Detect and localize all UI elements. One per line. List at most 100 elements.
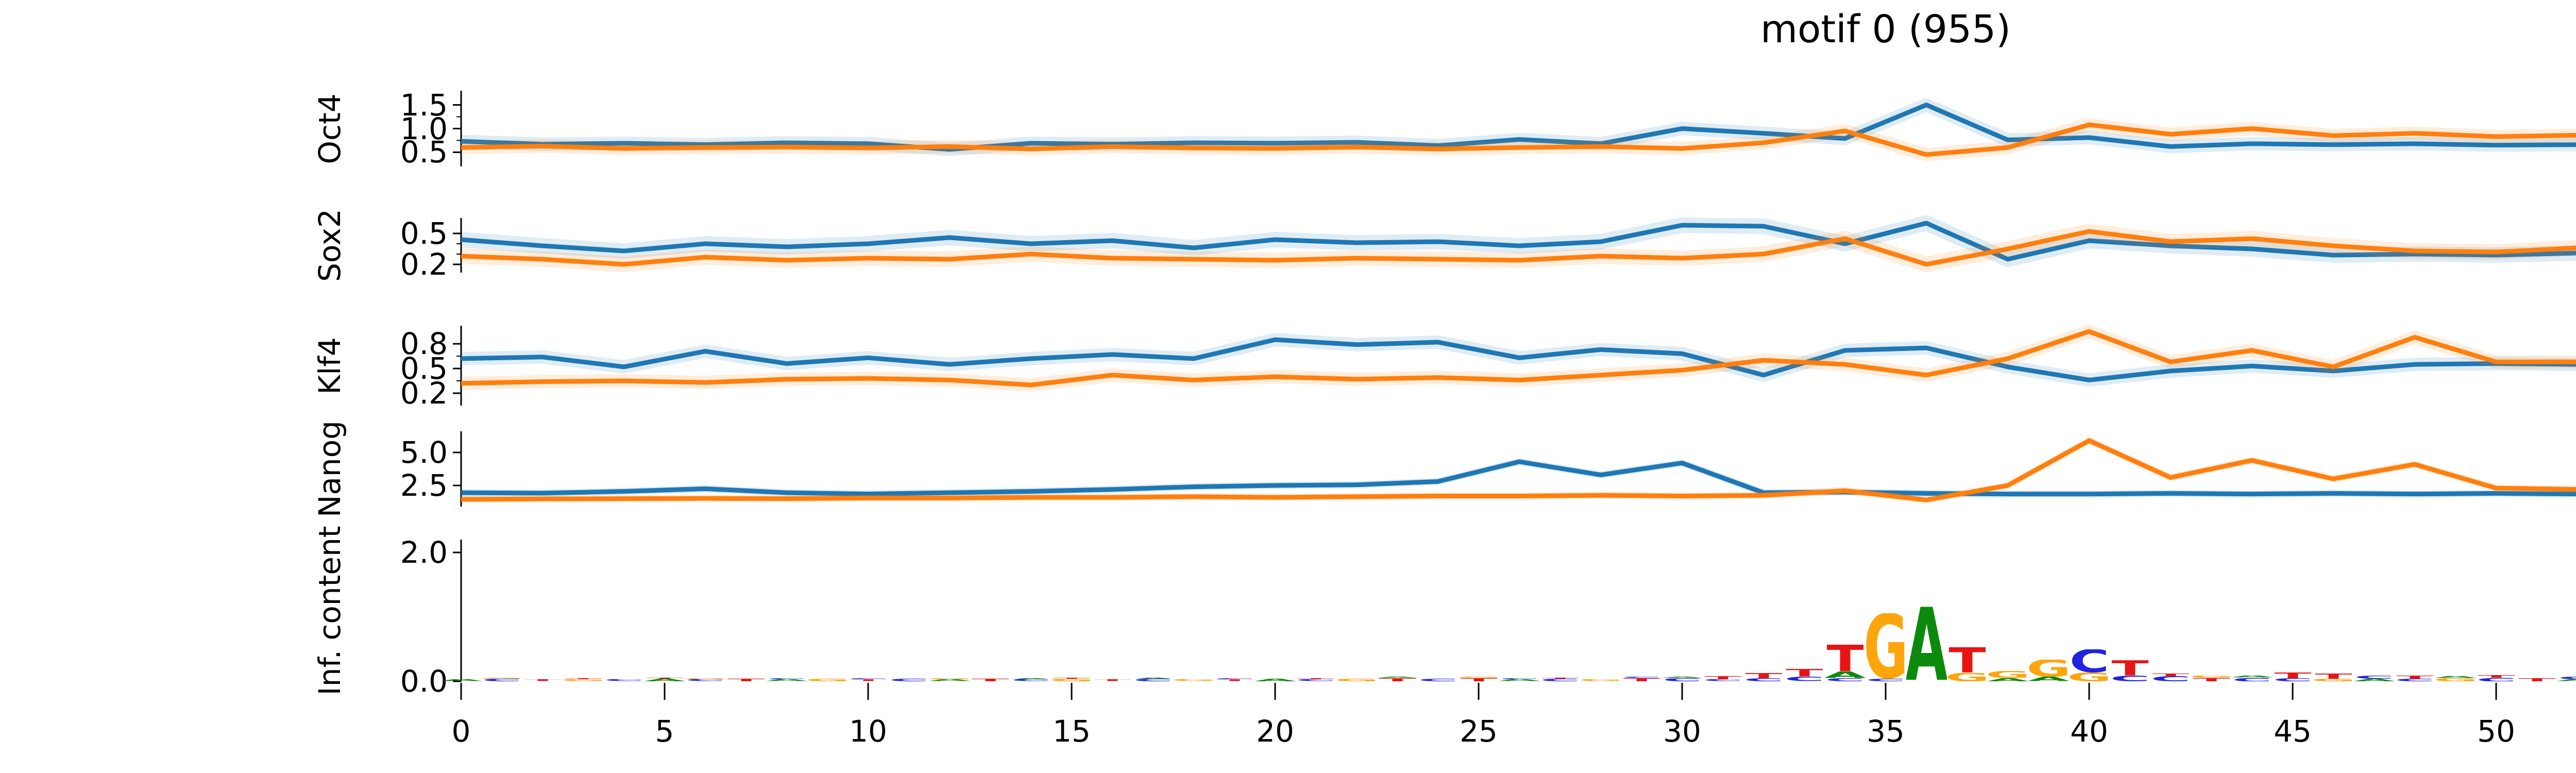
logo-letter-noise-25-G: G: [1459, 677, 1499, 678]
logo-letter-noise-6-G: G: [685, 678, 726, 680]
logo-letter-noise-19-C: C: [1214, 678, 1255, 680]
logo-letter-noise-20-A: A: [1255, 679, 1296, 681]
svg-text:C: C: [685, 679, 725, 681]
svg-text:A: A: [2232, 676, 2273, 678]
svg-text:G: G: [2313, 679, 2354, 681]
logo-letter-noise-10-T: T: [848, 679, 889, 681]
logo-letter-noise-9-G: G: [807, 679, 848, 681]
svg-text:T: T: [1460, 678, 1497, 681]
svg-text:A: A: [1255, 679, 1296, 681]
y-tick-label-klf4: 0.8: [400, 326, 448, 362]
logo-letter-noise-10-C: C: [848, 678, 889, 680]
x-tick-label: 5: [655, 714, 674, 749]
y-tick-label-nanog: 2.5: [400, 468, 448, 503]
svg-text:G: G: [2028, 660, 2069, 677]
svg-text:G: G: [1052, 679, 1092, 681]
logo-letter-motif-34-C: C: [1825, 678, 1866, 681]
svg-text:C: C: [1825, 678, 1865, 681]
y-tick-label-nanog: 5.0: [400, 434, 448, 470]
logo-letter-noise-25-T: T: [1459, 678, 1499, 681]
series-line-klf4-blue: [461, 337, 2576, 382]
svg-text:G: G: [1336, 679, 1377, 681]
svg-text:C: C: [604, 679, 644, 681]
logo-letter-motif-39-A: A: [2028, 677, 2069, 681]
svg-text:A: A: [1825, 671, 1866, 678]
svg-text:G: G: [929, 678, 970, 680]
logo-letter-motif-34-A: A: [1825, 671, 1866, 678]
svg-text:A: A: [2028, 677, 2069, 681]
logo-letter-noise-28-G: G: [1581, 679, 1621, 681]
logo-letter-noise-49-A: A: [2435, 676, 2476, 678]
logo-letter-noise-8-C: C: [767, 678, 807, 680]
svg-text:T: T: [1216, 679, 1253, 681]
logo-letter-noise-46-T: T: [2313, 674, 2354, 679]
svg-text:G: G: [807, 679, 848, 681]
svg-text:C: C: [1214, 678, 1255, 680]
logo-letter-noise-17-A: A: [1133, 678, 1174, 679]
svg-text:A: A: [645, 679, 685, 681]
svg-text:G: G: [2191, 676, 2232, 678]
logo-letter-noise-22-G: G: [1336, 679, 1377, 681]
logo-letter-noise-18-G: G: [1174, 679, 1214, 681]
logo-letter-motif-35-C: C: [1866, 679, 1906, 681]
logo-letter-noise-0-A: A: [441, 679, 482, 681]
svg-text:C: C: [848, 678, 888, 680]
svg-text:C: C: [482, 679, 522, 681]
svg-text:A: A: [441, 679, 482, 681]
svg-text:T: T: [2518, 678, 2555, 681]
svg-text:C: C: [1703, 679, 1743, 681]
logo-letter-motif-41-C: C: [2110, 676, 2150, 681]
svg-text:C: C: [889, 679, 929, 681]
svg-text:T: T: [1948, 647, 1986, 673]
svg-text:C: C: [2354, 676, 2394, 679]
svg-text:A: A: [1906, 607, 1947, 681]
y-tick-label-inf: 0.0: [400, 664, 448, 699]
svg-text:T: T: [524, 679, 561, 681]
series-line-klf4-orange: [461, 329, 2576, 388]
logo-letter-noise-8-A: A: [767, 679, 807, 681]
logo-letter-noise-19-T: T: [1214, 679, 1255, 681]
logo-letter-noise-3-G: G: [563, 679, 604, 681]
logo-letter-noise-6-C: C: [685, 679, 726, 681]
logo-letter-motif-38-G: G: [1988, 671, 2028, 678]
svg-text:G: G: [1866, 613, 1906, 679]
svg-text:C: C: [2110, 676, 2150, 681]
logo-letter-motif-40-C: C: [2069, 649, 2110, 673]
svg-text:T: T: [1053, 678, 1090, 679]
svg-text:T: T: [1786, 669, 1823, 677]
logo-letter-motif-36-A: A: [1906, 607, 1947, 681]
logo-letter-noise-44-A: A: [2232, 676, 2273, 678]
logo-letter-noise-50-C: C: [2476, 678, 2517, 682]
svg-text:T: T: [2152, 674, 2189, 676]
svg-text:C: C: [1418, 679, 1458, 681]
svg-text:T: T: [646, 678, 683, 679]
svg-text:C: C: [1499, 678, 1539, 680]
logo-letter-noise-27-C: C: [1540, 679, 1581, 681]
svg-text:C: C: [1296, 679, 1336, 681]
svg-text:C: C: [2395, 679, 2435, 681]
svg-text:T: T: [1379, 678, 1416, 681]
svg-text:A: A: [1499, 679, 1540, 681]
svg-text:C: C: [2273, 678, 2313, 681]
svg-text:T: T: [2315, 674, 2352, 679]
logo-letter-noise-21-T: T: [1296, 678, 1336, 680]
logo-letter-noise-12-A: A: [929, 679, 970, 681]
svg-text:C: C: [1743, 678, 1784, 681]
x-tick-label: 50: [2477, 714, 2515, 749]
logo-letter-noise-51-T: T: [2517, 678, 2557, 681]
logo-letter-noise-26-C: C: [1499, 678, 1540, 680]
svg-text:T: T: [2274, 673, 2312, 678]
svg-text:G: G: [2435, 678, 2476, 681]
svg-text:T: T: [1704, 676, 1741, 679]
logo-letter-noise-29-C: C: [1621, 677, 1662, 678]
svg-text:A: A: [2557, 679, 2576, 681]
logo-letter-noise-14-A: A: [1011, 678, 1052, 680]
logo-letter-noise-12-G: G: [929, 678, 970, 680]
series-line-sox2-blue: [461, 221, 2576, 262]
logo-letter-noise-52-A: A: [2557, 679, 2576, 681]
logo-letter-motif-39-G: G: [2028, 660, 2069, 677]
svg-text:C: C: [1133, 679, 1173, 681]
logo-letter-noise-11-C: C: [889, 679, 929, 681]
x-tick-label: 45: [2274, 714, 2312, 749]
